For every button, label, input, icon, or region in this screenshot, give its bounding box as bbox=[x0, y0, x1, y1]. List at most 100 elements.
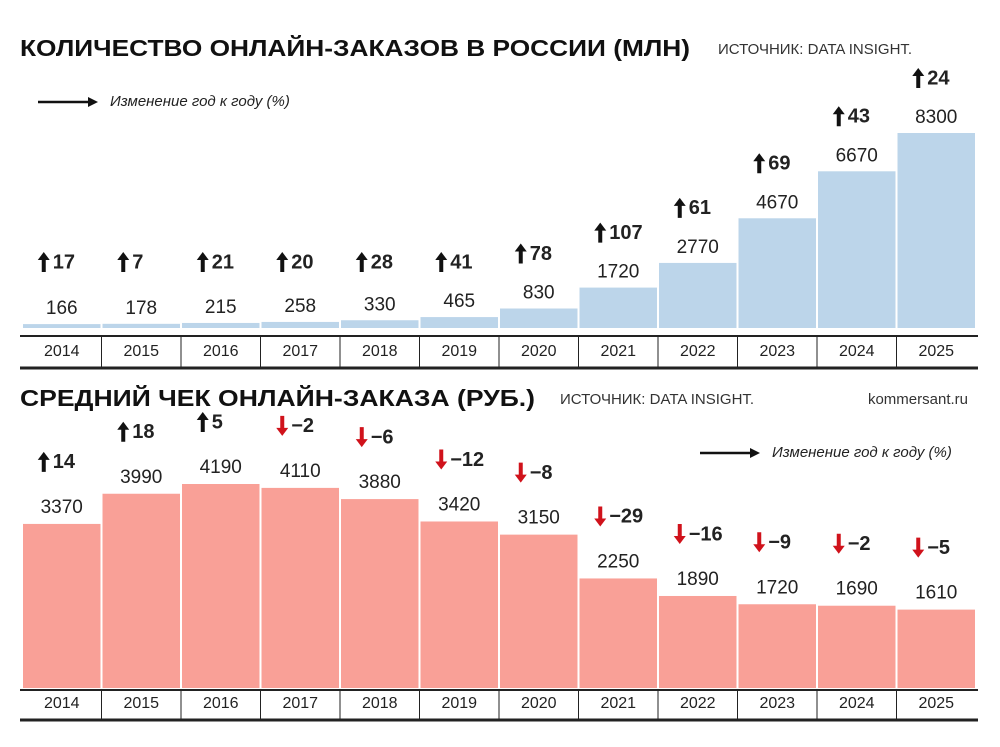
bar bbox=[738, 218, 816, 328]
arrow-down bbox=[514, 462, 527, 483]
arrow-down bbox=[673, 523, 686, 544]
value-label: 2770 bbox=[677, 237, 719, 258]
arrow-down bbox=[912, 537, 925, 558]
bar bbox=[897, 133, 975, 328]
bar bbox=[420, 317, 498, 328]
x-tick-label: 2023 bbox=[759, 343, 795, 360]
value-label: 258 bbox=[284, 296, 316, 317]
source: ИСТОЧНИК: DATA INSIGHT. bbox=[560, 391, 754, 408]
value-label: 330 bbox=[364, 294, 396, 315]
bar bbox=[579, 287, 657, 328]
arrow-up bbox=[355, 252, 368, 272]
bar bbox=[341, 320, 419, 328]
bar bbox=[818, 605, 896, 688]
arrow-up bbox=[117, 252, 130, 272]
change-label: 17 bbox=[53, 251, 75, 273]
bar bbox=[500, 534, 578, 688]
value-label: 166 bbox=[46, 298, 78, 319]
x-tick-label: 2017 bbox=[282, 343, 318, 360]
bar bbox=[102, 493, 180, 688]
change-label: 24 bbox=[927, 67, 950, 89]
arrow-down bbox=[276, 415, 289, 436]
x-tick-label: 2016 bbox=[203, 343, 239, 360]
change-label: 5 bbox=[212, 411, 223, 433]
x-tick-label: 2020 bbox=[521, 343, 557, 360]
bar bbox=[500, 308, 578, 328]
value-label: 178 bbox=[125, 298, 157, 319]
arrow-down bbox=[355, 427, 368, 448]
x-tick-label: 2018 bbox=[362, 695, 398, 712]
change-label: −16 bbox=[689, 523, 723, 545]
bar bbox=[23, 324, 101, 328]
bar bbox=[579, 578, 657, 688]
x-tick-label: 2018 bbox=[362, 343, 398, 360]
value-label: 2250 bbox=[597, 551, 639, 572]
x-tick-label: 2014 bbox=[44, 343, 80, 360]
value-label: 1720 bbox=[756, 577, 798, 598]
value-label: 4110 bbox=[280, 461, 321, 482]
value-label: 6670 bbox=[836, 145, 878, 166]
x-tick-label: 2014 bbox=[44, 695, 80, 712]
arrow-up bbox=[37, 252, 50, 272]
change-label: −2 bbox=[848, 533, 871, 555]
arrow-up bbox=[117, 421, 130, 442]
bar bbox=[23, 523, 101, 688]
bar bbox=[659, 262, 737, 328]
x-tick-label: 2021 bbox=[600, 695, 636, 712]
bar bbox=[738, 604, 816, 688]
change-label: 41 bbox=[450, 251, 472, 273]
arrow-down bbox=[753, 532, 766, 553]
chart-title: КОЛИЧЕСТВО ОНЛАЙН-ЗАКАЗОВ В РОССИИ (МЛН) bbox=[20, 34, 690, 61]
arrow-up bbox=[753, 153, 766, 174]
bar bbox=[659, 595, 737, 688]
change-label: 69 bbox=[768, 153, 790, 175]
x-tick-label: 2017 bbox=[282, 695, 318, 712]
x-tick-label: 2025 bbox=[918, 695, 954, 712]
change-label: −9 bbox=[768, 532, 791, 554]
arrow-up bbox=[673, 197, 686, 218]
legend-label: Изменение год к году (%) bbox=[110, 93, 290, 110]
change-label: −2 bbox=[291, 415, 314, 437]
change-label: −12 bbox=[450, 449, 484, 471]
value-label: 3420 bbox=[438, 495, 480, 516]
x-tick-label: 2021 bbox=[600, 343, 636, 360]
bar bbox=[102, 323, 180, 328]
change-label: 21 bbox=[212, 251, 234, 273]
bar bbox=[182, 322, 260, 328]
arrow-up bbox=[912, 68, 925, 88]
value-label: 1690 bbox=[836, 579, 878, 600]
arrow-down bbox=[832, 533, 845, 554]
change-label: −5 bbox=[927, 537, 950, 559]
x-tick-label: 2025 bbox=[918, 343, 954, 360]
x-tick-label: 2022 bbox=[680, 695, 716, 712]
x-tick-label: 2015 bbox=[123, 343, 159, 360]
change-label: 78 bbox=[530, 243, 552, 265]
value-label: 1720 bbox=[597, 262, 639, 283]
legend-arrowhead bbox=[88, 97, 98, 107]
change-label: 7 bbox=[132, 251, 143, 273]
change-label: 14 bbox=[53, 451, 76, 473]
bar bbox=[261, 321, 339, 328]
arrow-up bbox=[196, 252, 209, 272]
value-label: 3150 bbox=[518, 508, 560, 529]
value-label: 3370 bbox=[41, 497, 83, 518]
change-label: 20 bbox=[291, 251, 313, 273]
value-label: 215 bbox=[205, 297, 237, 318]
x-tick-label: 2019 bbox=[441, 343, 477, 360]
arrow-up bbox=[276, 252, 289, 272]
x-tick-label: 2023 bbox=[759, 695, 795, 712]
arrow-down bbox=[594, 506, 607, 527]
value-label: 3880 bbox=[359, 472, 401, 493]
bar bbox=[818, 171, 896, 328]
change-label: 28 bbox=[371, 251, 393, 273]
change-label: 43 bbox=[848, 106, 870, 128]
bar bbox=[341, 499, 419, 688]
arrow-up bbox=[196, 412, 209, 432]
arrow-up bbox=[832, 106, 845, 127]
change-label: 107 bbox=[609, 222, 642, 244]
x-tick-label: 2024 bbox=[839, 695, 875, 712]
bar bbox=[420, 521, 498, 688]
value-label: 4670 bbox=[756, 192, 798, 213]
x-tick-label: 2019 bbox=[441, 695, 477, 712]
